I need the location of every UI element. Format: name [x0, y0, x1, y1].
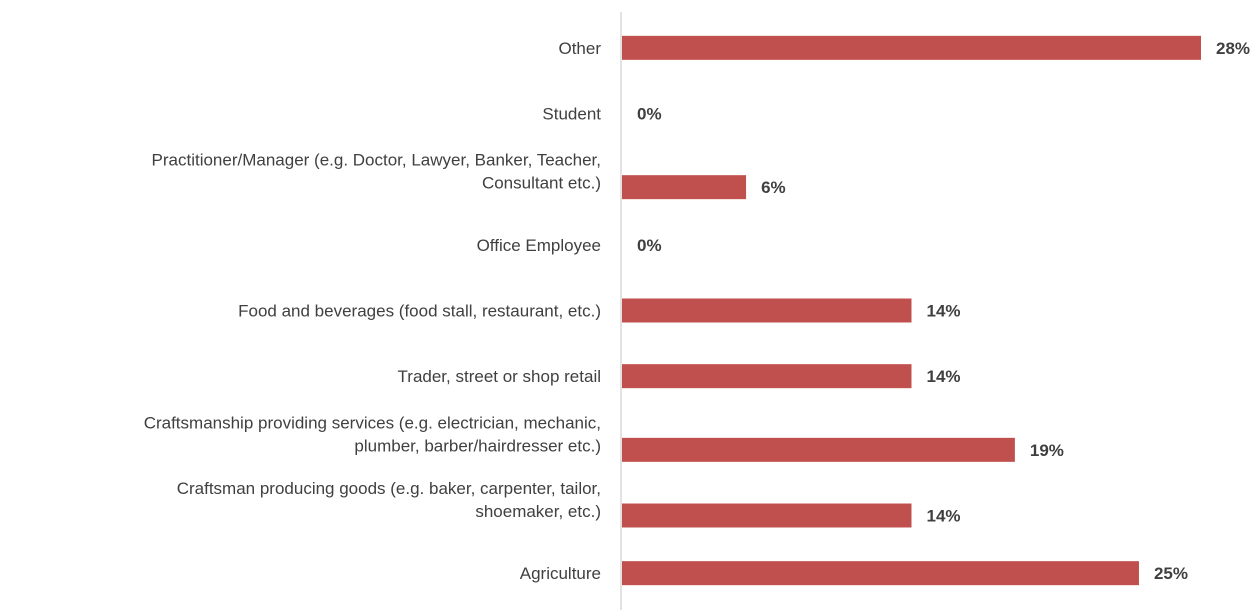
bar	[622, 503, 912, 528]
category-label: Other	[558, 39, 601, 58]
category-label: Craftsmanship providing services (e.g. e…	[144, 413, 601, 455]
bar	[622, 298, 912, 323]
data-label: 0%	[637, 236, 662, 255]
category-label: Craftsman producing goods (e.g. baker, c…	[177, 479, 601, 521]
bar	[622, 35, 1201, 60]
data-label: 19%	[1030, 441, 1064, 460]
bar	[622, 364, 912, 389]
bars	[622, 35, 1201, 586]
category-label: Practitioner/Manager (e.g. Doctor, Lawye…	[152, 151, 601, 193]
bar	[622, 437, 1015, 462]
data-label: 14%	[927, 302, 961, 321]
data-label: 0%	[637, 105, 662, 124]
bar	[622, 561, 1139, 586]
category-label: Student	[542, 105, 601, 124]
data-label: 6%	[761, 178, 786, 197]
data-label: 14%	[927, 507, 961, 526]
category-labels: Other Student Practitioner/Manager (e.g. D…	[144, 39, 602, 583]
category-label: Food and beverages (food stall, restaura…	[238, 302, 601, 321]
data-label: 25%	[1154, 564, 1188, 583]
category-label: Agriculture	[520, 564, 601, 583]
data-label: 28%	[1216, 39, 1250, 58]
category-label: Trader, street or shop retail	[398, 367, 601, 386]
data-label: 14%	[927, 367, 961, 386]
data-labels: 28% 0% 6% 0% 14% 14% 19% 14% 25%	[637, 39, 1250, 583]
bar	[622, 175, 747, 200]
category-label: Office Employee	[477, 236, 601, 255]
